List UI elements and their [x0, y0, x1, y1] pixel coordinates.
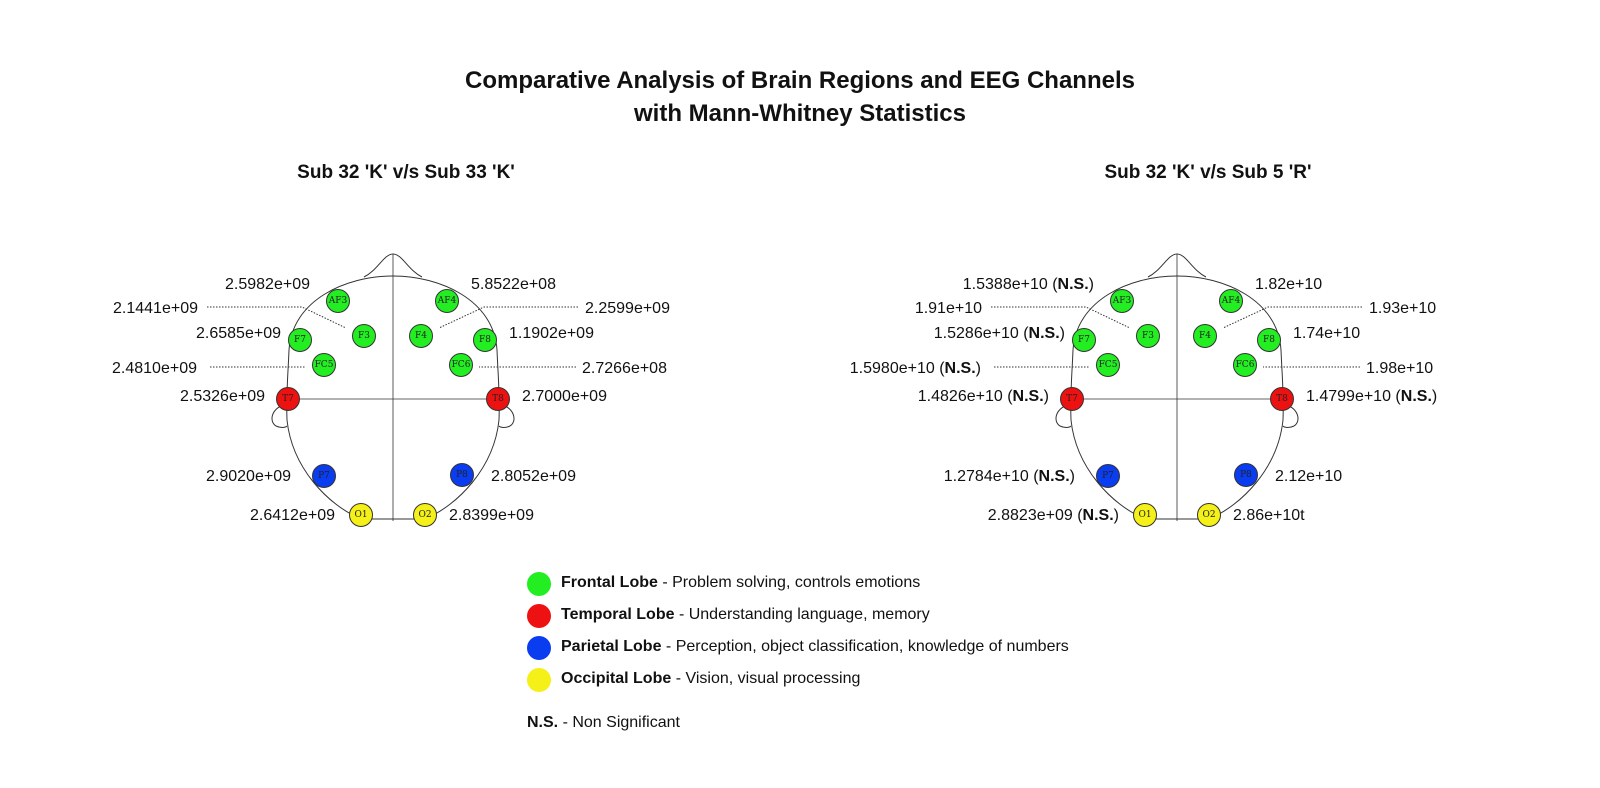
figure-title-line2: with Mann-Whitney Statistics	[633, 100, 966, 127]
value-label-f4: 2.2599e+09	[585, 300, 670, 317]
channel-af3-marker: AF3	[1110, 289, 1134, 313]
value-label-f4: 1.93e+10	[1369, 300, 1437, 317]
value-label-f8: 1.74e+10	[1293, 325, 1361, 342]
value-label-p8: 2.12e+10	[1275, 468, 1343, 485]
occipital-dot-icon	[527, 668, 551, 692]
frontal-dot-icon	[527, 572, 551, 596]
legend-desc-frontal: - Problem solving, controls emotions	[657, 574, 921, 591]
value-label-o2: 2.86e+10t	[1233, 507, 1305, 524]
channel-t8-marker: T8	[486, 387, 510, 411]
channel-o2-marker: O2	[413, 503, 437, 527]
left-ear-outline	[271, 403, 289, 428]
channel-t7-marker: T7	[276, 387, 300, 411]
legend-desc-temporal: - Understanding language, memory	[674, 606, 930, 623]
value-label-f7: 2.6585e+09	[196, 325, 281, 342]
figure-title: Comparative Analysis of Brain Regions an…	[0, 64, 1600, 130]
value-label-o1: 2.8823e+09 (N.S.)	[987, 507, 1119, 524]
ns-note-text: - Non Significant	[558, 714, 680, 731]
left-ear-outline	[1055, 403, 1073, 428]
value-label-af3: 1.5388e+10 (N.S.)	[962, 276, 1094, 293]
value-label-t7: 1.4826e+10 (N.S.)	[917, 388, 1049, 405]
ns-note-abbr: N.S.	[527, 714, 559, 731]
legend-desc-occipital: - Vision, visual processing	[671, 670, 861, 687]
channel-f8-marker: F8	[1257, 328, 1281, 352]
value-label-f7: 1.5286e+10 (N.S.)	[933, 325, 1065, 342]
parietal-dot-icon	[527, 636, 551, 660]
channel-f3-marker: F3	[352, 324, 376, 348]
leader-line-f4	[438, 306, 578, 329]
channel-f4-marker: F4	[409, 324, 433, 348]
channel-f7-marker: F7	[288, 328, 312, 352]
channel-f4-marker: F4	[1193, 324, 1217, 348]
ns-note: N.S. - Non Significant	[527, 714, 680, 732]
value-label-o2: 2.8399e+09	[449, 507, 534, 524]
temporal-dot-icon	[527, 604, 551, 628]
panel-title-right: Sub 32 'K' v/s Sub 5 'R'	[1104, 162, 1312, 183]
channel-fc5-marker: FC5	[1096, 353, 1120, 377]
channel-t8-marker: T8	[1270, 387, 1294, 411]
value-label-o1: 2.6412e+09	[250, 507, 335, 524]
channel-af4-marker: AF4	[435, 289, 459, 313]
channel-o2-marker: O2	[1197, 503, 1221, 527]
value-label-t8: 2.7000e+09	[522, 388, 607, 405]
legend-name-frontal: Frontal Lobe	[561, 574, 658, 591]
value-label-af3: 2.5982e+09	[225, 276, 310, 293]
legend-name-parietal: Parietal Lobe	[561, 638, 662, 655]
channel-p7-marker: P7	[1096, 464, 1120, 488]
channel-p8-marker: P8	[450, 463, 474, 487]
value-label-f3: 2.1441e+09	[113, 300, 198, 317]
right-ear-outline	[1281, 403, 1299, 428]
value-label-p8: 2.8052e+09	[491, 468, 576, 485]
channel-af4-marker: AF4	[1219, 289, 1243, 313]
value-label-p7: 2.9020e+09	[206, 468, 291, 485]
legend-name-temporal: Temporal Lobe	[561, 606, 675, 623]
channel-f7-marker: F7	[1072, 328, 1096, 352]
value-label-p7: 1.2784e+10 (N.S.)	[943, 468, 1075, 485]
channel-p7-marker: P7	[312, 464, 336, 488]
channel-fc6-marker: FC6	[449, 353, 473, 377]
channel-f3-marker: F3	[1136, 324, 1160, 348]
leader-line-f4	[1222, 306, 1362, 329]
channel-af3-marker: AF3	[326, 289, 350, 313]
value-label-fc5: 1.5980e+10 (N.S.)	[849, 360, 981, 377]
channel-f8-marker: F8	[473, 328, 497, 352]
value-label-f3: 1.91e+10	[914, 300, 982, 317]
value-label-af4: 5.8522e+08	[471, 276, 556, 293]
value-label-fc6: 1.98e+10	[1366, 360, 1434, 377]
value-label-fc6: 2.7266e+08	[582, 360, 667, 377]
value-label-af4: 1.82e+10	[1255, 276, 1323, 293]
right-ear-outline	[497, 403, 515, 428]
channel-t7-marker: T7	[1060, 387, 1084, 411]
channel-fc5-marker: FC5	[312, 353, 336, 377]
channel-o1-marker: O1	[349, 503, 373, 527]
panel-title-left: Sub 32 'K' v/s Sub 33 'K'	[297, 162, 515, 183]
channel-o1-marker: O1	[1133, 503, 1157, 527]
channel-fc6-marker: FC6	[1233, 353, 1257, 377]
value-label-t8: 1.4799e+10 (N.S.)	[1306, 388, 1438, 405]
value-label-t7: 2.5326e+09	[180, 388, 265, 405]
figure-title-line1: Comparative Analysis of Brain Regions an…	[465, 67, 1135, 94]
legend-desc-parietal: - Perception, object classification, kno…	[661, 638, 1069, 655]
legend-name-occipital: Occipital Lobe	[561, 670, 672, 687]
value-label-fc5: 2.4810e+09	[112, 360, 197, 377]
head-outline-left	[207, 253, 578, 521]
value-label-f8: 1.1902e+09	[509, 325, 594, 342]
channel-p8-marker: P8	[1234, 463, 1258, 487]
